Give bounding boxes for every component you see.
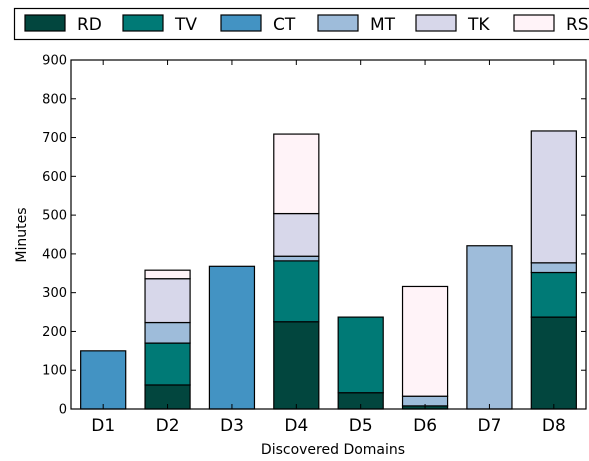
x-tick-label-D5: D5: [349, 416, 373, 436]
bar-D1-CT: [81, 351, 126, 409]
bar-D2-RS: [145, 270, 190, 279]
legend-label-RS: RS: [566, 15, 589, 35]
legend-swatch-CT: [221, 15, 261, 31]
y-tick-label: 200: [42, 325, 67, 340]
legend-label-TK: TK: [467, 15, 490, 35]
legend-label-CT: CT: [273, 15, 296, 35]
x-tick-label-D3: D3: [220, 416, 244, 436]
legend-swatch-TV: [123, 15, 163, 31]
bar-D6-RS: [403, 286, 448, 396]
legend-label-TV: TV: [174, 15, 197, 35]
legend-swatch-RS: [514, 15, 554, 31]
bar-D4-MT: [274, 256, 319, 261]
bar-D2-MT: [145, 323, 190, 344]
bar-D3-CT: [209, 266, 254, 409]
bar-D5-TV: [338, 317, 383, 393]
x-tick-label-D4: D4: [284, 416, 308, 436]
y-tick-label: 300: [42, 286, 67, 301]
legend-swatch-TK: [416, 15, 456, 31]
y-tick-label: 900: [42, 54, 67, 69]
bar-D8-RD: [531, 317, 576, 409]
x-tick-label-D7: D7: [477, 416, 501, 436]
bar-D4-RD: [274, 322, 319, 409]
y-tick-label: 600: [42, 170, 67, 185]
y-axis-label: Minutes: [14, 207, 30, 262]
x-tick-label-D1: D1: [91, 416, 115, 436]
y-tick-label: 500: [42, 209, 67, 224]
legend: RD TV CT MT TK RS: [15, 9, 589, 40]
legend-label-RD: RD: [77, 15, 102, 35]
bar-D8-MT: [531, 263, 576, 273]
x-tick-label-D2: D2: [156, 416, 180, 436]
x-tick-label-D8: D8: [542, 416, 566, 436]
bar-D8-TK: [531, 131, 576, 263]
bar-D4-TV: [274, 261, 319, 322]
legend-label-MT: MT: [370, 15, 396, 35]
bar-D4-TK: [274, 214, 319, 257]
legend-swatch-RD: [25, 15, 65, 31]
bar-D8-TV: [531, 273, 576, 318]
y-tick-label: 400: [42, 247, 67, 262]
bar-D2-TK: [145, 279, 190, 323]
bar-D7-MT: [467, 246, 512, 409]
y-tick-label: 800: [42, 92, 67, 107]
y-tick-label: 700: [42, 131, 67, 146]
y-tick-label: 0: [59, 403, 67, 418]
y-tick-label: 100: [42, 364, 67, 379]
bars-layer: [81, 131, 577, 409]
x-axis-label: Discovered Domains: [261, 442, 405, 457]
bar-D4-RS: [274, 134, 319, 213]
bar-D2-TV: [145, 343, 190, 385]
legend-swatch-MT: [318, 15, 358, 31]
x-tick-label-D6: D6: [413, 416, 437, 436]
